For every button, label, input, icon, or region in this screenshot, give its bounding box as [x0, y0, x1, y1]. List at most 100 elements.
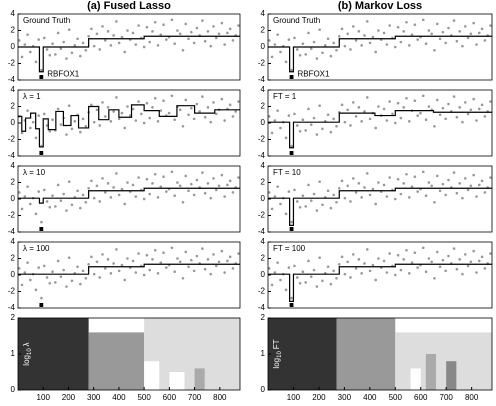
- y-tick-label: -4: [8, 303, 16, 312]
- observation: [298, 281, 302, 285]
- y-tick-label: 2: [11, 26, 16, 35]
- observation: [315, 285, 319, 288]
- observation: [335, 201, 338, 204]
- y-axis-label-part: log: [272, 358, 281, 369]
- observation: [332, 41, 335, 45]
- panel-frame: [17, 165, 241, 233]
- highlight: [39, 75, 44, 79]
- observation: [56, 31, 60, 35]
- panel-frame: [267, 241, 493, 309]
- observation: [187, 189, 190, 193]
- observation: [363, 186, 366, 189]
- observation: [480, 255, 484, 259]
- observation: [81, 193, 85, 197]
- observation: [287, 266, 291, 269]
- observation: [131, 259, 135, 263]
- observation: [433, 277, 436, 280]
- observation: [293, 36, 296, 40]
- x-tick-label: 300: [87, 393, 101, 402]
- y-tick-label: -2: [8, 59, 16, 68]
- observation: [298, 129, 302, 133]
- observation: [396, 253, 400, 257]
- observation: [34, 60, 38, 64]
- observation: [26, 185, 29, 188]
- observation: [388, 100, 391, 103]
- observation: [382, 183, 386, 187]
- observation: [377, 181, 380, 184]
- observation: [273, 43, 277, 46]
- band: [410, 368, 421, 390]
- observation: [76, 37, 79, 41]
- observation: [407, 196, 411, 199]
- observation: [477, 183, 481, 187]
- observation: [173, 42, 176, 45]
- observation: [59, 199, 63, 202]
- observation: [349, 124, 352, 127]
- observation: [410, 185, 414, 188]
- observation: [117, 41, 121, 45]
- observation: [137, 24, 140, 27]
- observation: [276, 261, 279, 264]
- observation: [307, 259, 310, 263]
- observation: [178, 260, 182, 264]
- observation: [120, 35, 124, 39]
- observation: [368, 269, 372, 273]
- observation: [343, 196, 347, 200]
- observation: [309, 123, 313, 126]
- observation: [365, 248, 369, 251]
- observation: [463, 253, 467, 256]
- observation: [321, 127, 324, 131]
- observation: [159, 185, 163, 188]
- x-tick-label: 400: [112, 393, 126, 402]
- observation: [475, 195, 478, 198]
- observation: [290, 220, 293, 224]
- y-tick-label: 1: [261, 349, 266, 358]
- observation: [198, 110, 201, 113]
- observation: [416, 266, 419, 269]
- observation: [368, 117, 372, 121]
- observation: [190, 258, 193, 262]
- observation: [153, 172, 157, 176]
- observation: [62, 268, 65, 272]
- y-tick-label: -4: [258, 151, 266, 160]
- observation: [214, 188, 218, 192]
- observation: [142, 273, 146, 277]
- observation: [123, 126, 127, 130]
- observation: [433, 201, 436, 204]
- observation: [228, 255, 232, 259]
- observation: [106, 106, 110, 109]
- observation: [321, 51, 324, 55]
- y-tick-label: -2: [8, 211, 16, 220]
- observation: [151, 106, 154, 109]
- y-axis-label-part: λ: [22, 342, 31, 346]
- band: [395, 332, 492, 390]
- observation: [212, 253, 215, 256]
- observation: [162, 251, 165, 255]
- observation: [103, 267, 107, 270]
- observation: [134, 43, 138, 46]
- y-tick-label: 0: [11, 385, 16, 394]
- observation: [54, 281, 57, 284]
- observation: [159, 109, 163, 112]
- observation: [101, 101, 104, 104]
- observation: [315, 209, 319, 212]
- y-tick-label: 0: [11, 118, 16, 127]
- observation: [402, 182, 405, 185]
- y-tick-label: 4: [11, 237, 16, 246]
- y-axis-label: log10 FT: [272, 339, 282, 368]
- band: [18, 318, 89, 390]
- observation: [267, 115, 271, 118]
- observation: [190, 30, 193, 34]
- panel-label: λ = 10: [23, 168, 46, 177]
- y-tick-label: -2: [258, 287, 266, 296]
- observation: [195, 178, 199, 182]
- observation: [329, 282, 333, 286]
- observation: [187, 37, 190, 41]
- observation: [59, 275, 63, 278]
- observation: [23, 195, 27, 198]
- observation: [181, 125, 185, 128]
- observation: [79, 282, 82, 286]
- panel: λ = 10 -4 -2 0 2 4: [8, 161, 241, 236]
- observation: [123, 50, 127, 54]
- observation: [101, 25, 104, 28]
